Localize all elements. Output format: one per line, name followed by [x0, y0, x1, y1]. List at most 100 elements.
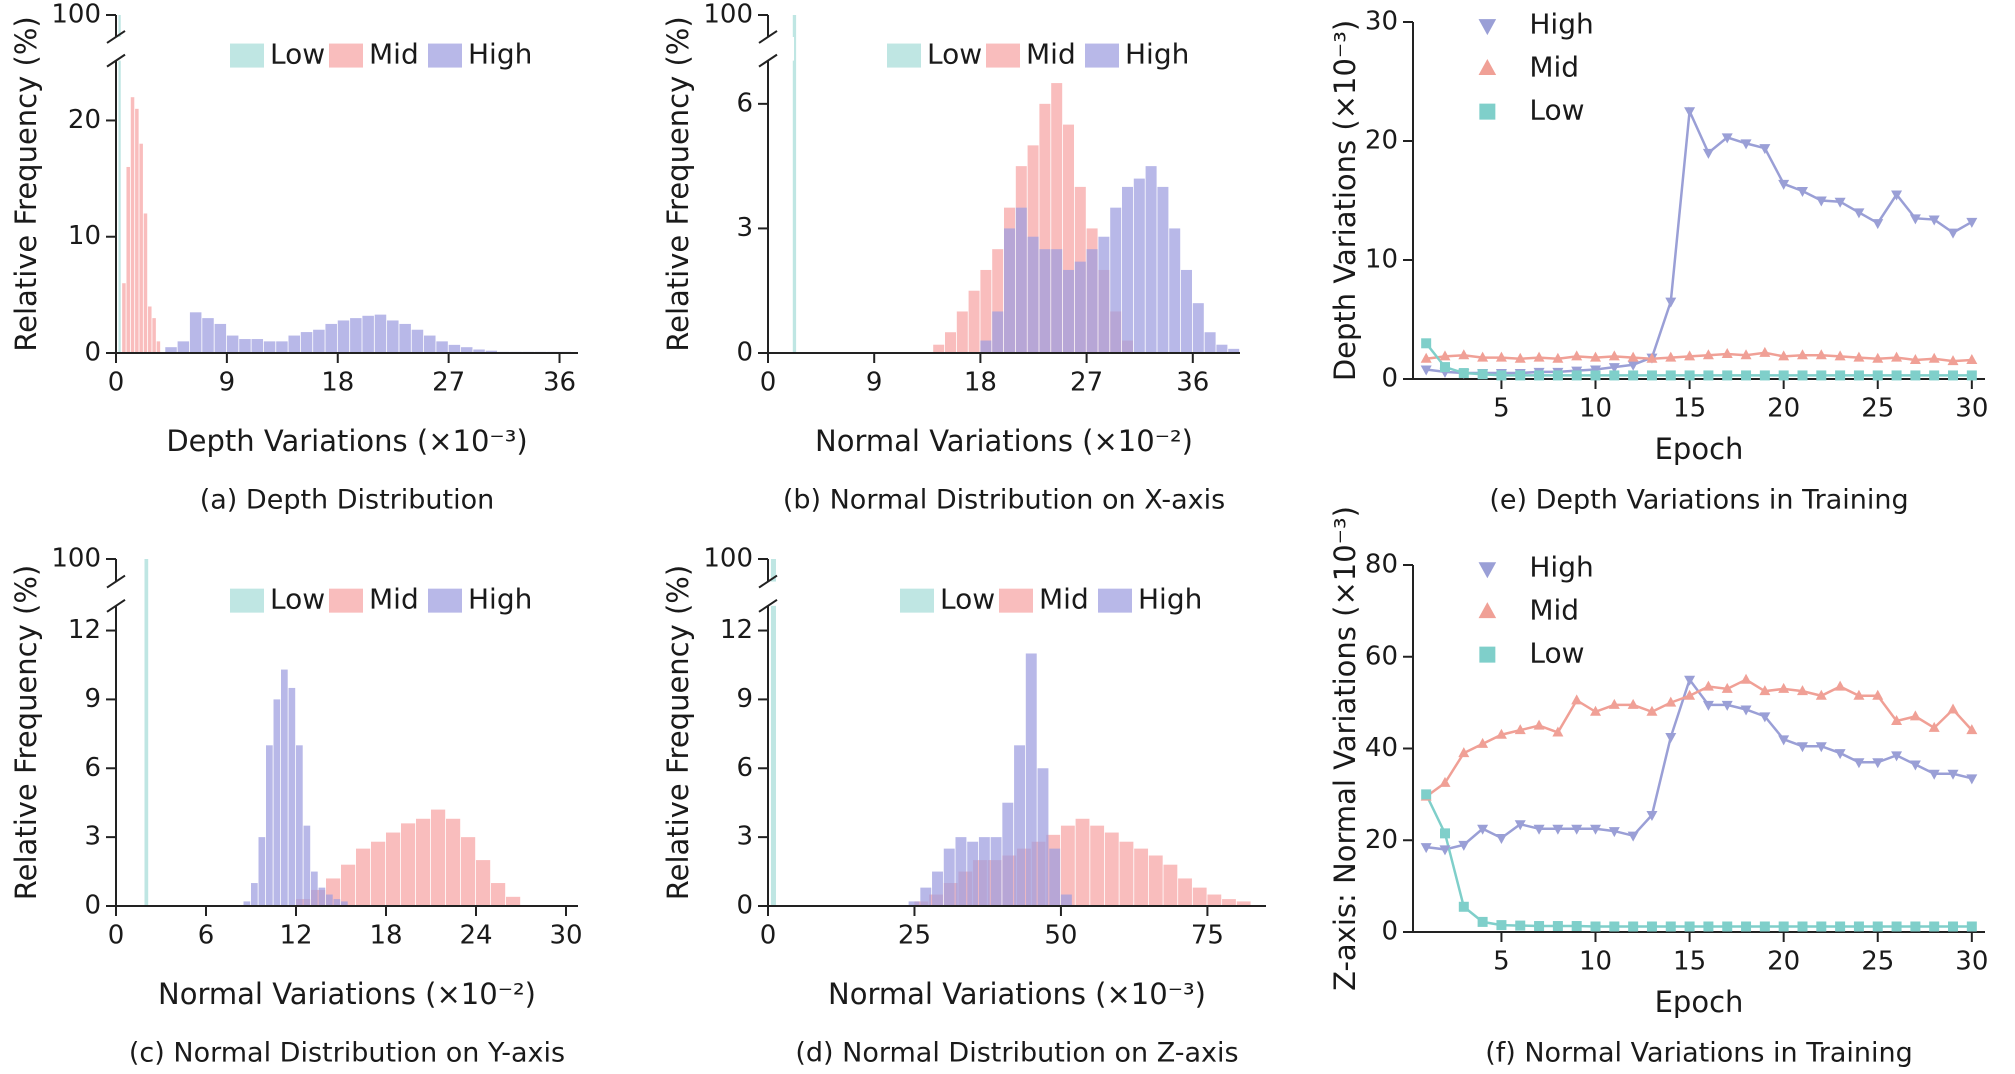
y-tick-label: 9 [736, 684, 753, 714]
legend-label: Low [1529, 94, 1584, 127]
point [1608, 698, 1620, 709]
y-tick-label: 30 [1365, 7, 1398, 37]
histogram-bar [118, 15, 121, 353]
point [1590, 824, 1602, 835]
histogram-bar [165, 347, 177, 353]
x-tick-label: 18 [964, 368, 997, 398]
point [1759, 685, 1771, 696]
histogram-bar [446, 818, 461, 906]
y-axis-label: Relative Frequency (%) [661, 16, 695, 351]
histogram-bar [156, 341, 161, 353]
y-axis-label: Relative Frequency (%) [661, 565, 695, 900]
histogram-bar [1169, 228, 1181, 353]
point [1966, 921, 1977, 932]
point [1722, 370, 1733, 381]
histogram-bar [978, 837, 990, 906]
point [1947, 769, 1959, 780]
point [1947, 703, 1959, 714]
histogram-bar [202, 318, 214, 353]
point [1665, 370, 1676, 381]
y-tick-label: 0 [736, 338, 753, 368]
y-tick-label: 100 [51, 544, 101, 574]
histogram-bar [473, 349, 485, 353]
point [1684, 350, 1696, 361]
histogram-bar [770, 559, 776, 906]
point [1421, 789, 1432, 800]
point [1872, 219, 1884, 230]
histogram-bar [792, 15, 797, 353]
caption: (e) Depth Variations in Training [1489, 485, 1908, 516]
legend-label: High [468, 38, 532, 71]
histogram-bar [152, 318, 156, 353]
point [1759, 921, 1770, 932]
histogram-bar [908, 901, 920, 906]
point [1740, 139, 1752, 150]
legend-marker [1478, 602, 1497, 619]
legend-label: High [468, 583, 532, 616]
legend-swatch [230, 588, 264, 613]
x-tick-label: 9 [219, 368, 236, 398]
x-tick-label: 10 [1579, 394, 1612, 424]
y-tick-label: 0 [736, 891, 753, 921]
x-tick-label: 36 [1176, 368, 1209, 398]
histogram-bar [326, 894, 333, 906]
point [1966, 370, 1977, 381]
point [1721, 682, 1733, 693]
x-tick-label: 25 [1861, 947, 1894, 977]
point [1458, 747, 1470, 758]
histogram-bar [431, 809, 446, 906]
point [1439, 362, 1450, 373]
axis-break-gap [102, 36, 142, 61]
point [1740, 705, 1752, 716]
histogram-bar [263, 341, 276, 353]
histogram-bar [1063, 124, 1074, 353]
histogram-bar [300, 332, 313, 353]
histogram-bar [1145, 166, 1157, 353]
x-tick-label: 25 [898, 921, 931, 951]
histogram-bar [992, 311, 1004, 353]
point [1796, 186, 1808, 197]
histogram-bar [356, 848, 371, 906]
line-series [1425, 342, 1972, 377]
y-tick-label: 40 [1365, 733, 1398, 763]
histogram-bar [1163, 864, 1178, 906]
point [1458, 901, 1469, 912]
histogram-bar [243, 901, 251, 906]
point [1628, 370, 1639, 381]
point [1439, 828, 1450, 839]
histogram-bar [177, 341, 190, 353]
point [1966, 217, 1978, 228]
point [1590, 921, 1601, 932]
x-axis-label: Epoch [1655, 432, 1744, 466]
histogram-bar [1119, 841, 1134, 906]
caption: (d) Normal Distribution on Z-axis [795, 1038, 1238, 1069]
histogram-bar [401, 823, 416, 906]
point [1948, 370, 1959, 381]
point [1477, 916, 1488, 927]
histogram-bar [1192, 887, 1207, 906]
histogram-bar [130, 97, 135, 353]
histogram-bar [296, 745, 303, 906]
histogram-bar [448, 344, 461, 353]
histogram-bar [416, 818, 431, 906]
histogram-bar [411, 329, 424, 353]
legend-swatch [999, 588, 1033, 613]
point [1948, 921, 1959, 932]
histogram-bar [303, 825, 311, 906]
point [1665, 351, 1677, 362]
histogram-bar [143, 213, 148, 353]
point [1571, 370, 1582, 381]
y-tick-label: 3 [84, 822, 101, 852]
x-tick-label: 18 [321, 368, 354, 398]
y-tick-label: 3 [736, 822, 753, 852]
y-tick-label: 3 [736, 213, 753, 243]
histogram-bar [288, 687, 296, 906]
histogram-bar [932, 871, 943, 906]
point [1928, 769, 1940, 780]
x-tick-label: 30 [549, 921, 582, 951]
histogram-bar [1004, 228, 1015, 353]
histogram-bar [251, 883, 258, 906]
panel: 0 10 20 100 0 9 18 27 36 Depth Variations (×10⁻³)… [9, 0, 578, 516]
point [1796, 349, 1808, 360]
histogram-bar [920, 887, 932, 906]
